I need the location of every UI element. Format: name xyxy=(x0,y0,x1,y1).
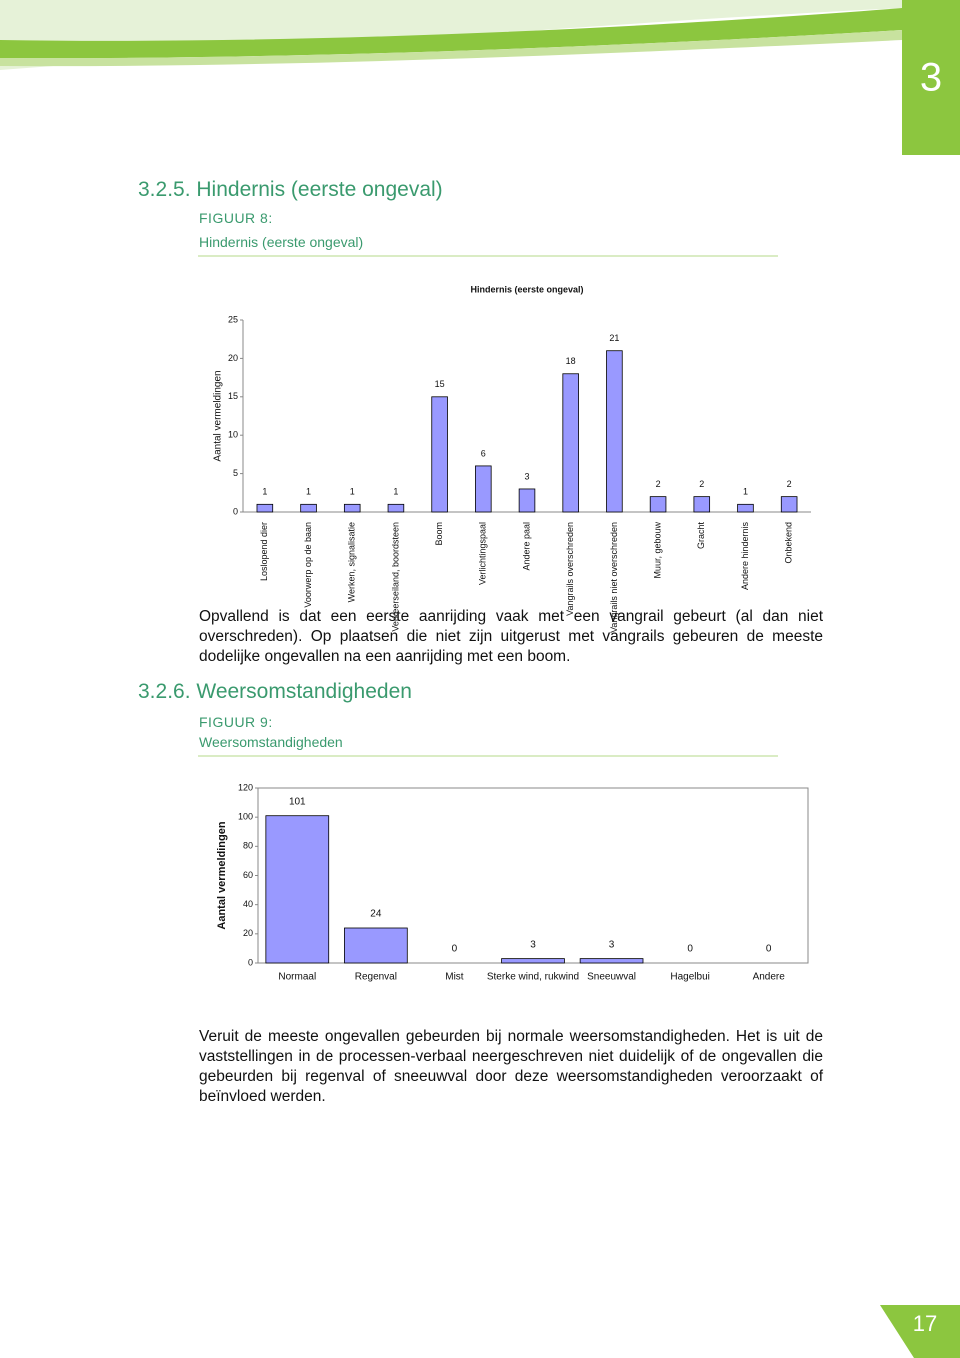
data-label: 0 xyxy=(452,944,458,955)
data-label: 1 xyxy=(393,487,398,497)
data-label: 2 xyxy=(699,479,704,489)
section-heading: 3.2.6. Weersomstandigheden xyxy=(138,680,412,703)
y-tick-label: 120 xyxy=(238,782,253,792)
x-tick-label: Werken, signalisatie xyxy=(347,522,357,602)
data-label: 1 xyxy=(350,487,355,497)
data-label: 2 xyxy=(787,479,792,489)
x-tick-label: Vangrails niet overschreden xyxy=(609,522,619,633)
x-tick-label: Loslopend dier xyxy=(259,522,269,581)
y-tick-label: 15 xyxy=(228,391,238,401)
bar xyxy=(579,958,644,964)
x-tick-label: Andere xyxy=(753,972,786,983)
bar xyxy=(256,503,274,513)
page-number: 17 xyxy=(913,1311,937,1336)
data-label: 101 xyxy=(289,796,306,807)
data-label: 15 xyxy=(435,379,445,389)
plot-frame xyxy=(257,787,809,964)
data-label: 3 xyxy=(609,939,615,950)
figure-label: FIGUUR 9: xyxy=(199,714,273,730)
section-heading: 3.2.5. Hindernis (eerste ongeval) xyxy=(138,178,443,201)
x-tick-label: Onbekend xyxy=(784,522,794,564)
x-tick-label: Boom xyxy=(434,522,444,546)
figure-title: Hindernis (eerste ongeval) xyxy=(199,234,364,250)
data-label: 0 xyxy=(687,944,693,955)
x-tick-label: Verlichtingspaal xyxy=(478,522,488,585)
paragraph: Veruit de meeste ongevallen gebeurden bi… xyxy=(199,1028,823,1105)
page-box xyxy=(880,1305,960,1358)
data-label: 3 xyxy=(524,471,529,481)
figure-title: Weersomstandigheden xyxy=(199,734,343,750)
header-wave xyxy=(0,30,902,67)
chapter-number: 3 xyxy=(920,56,942,100)
bar xyxy=(649,496,667,513)
chart-title: Hindernis (eerste ongeval) xyxy=(470,284,583,294)
data-label: 1 xyxy=(306,487,311,497)
x-tick-label: Vangrails overschreden xyxy=(565,522,575,616)
bar xyxy=(431,396,448,513)
y-tick-label: 10 xyxy=(228,430,238,440)
bar xyxy=(606,350,623,513)
paragraph: Opvallend is dat een eerste aanrijding v… xyxy=(199,608,823,665)
data-label: 18 xyxy=(566,356,576,366)
y-axis-label: Aantal vermeldingen xyxy=(216,821,228,929)
data-label: 1 xyxy=(743,487,748,497)
chapter-box xyxy=(902,0,960,155)
figure-label: FIGUUR 8: xyxy=(199,210,273,226)
bar xyxy=(387,503,405,513)
data-label: 3 xyxy=(530,939,536,950)
y-tick-label: 0 xyxy=(248,957,253,967)
x-tick-label: Sterke wind, rukwind xyxy=(487,972,579,983)
data-label: 2 xyxy=(656,479,661,489)
header-wave xyxy=(0,8,902,59)
data-label: 0 xyxy=(766,944,772,955)
x-tick-label: Mist xyxy=(445,972,464,983)
x-tick-label: Muur, gebouw xyxy=(652,522,662,579)
y-tick-label: 5 xyxy=(233,468,238,478)
x-tick-label: Voorwerp op de baan xyxy=(303,522,313,608)
bar xyxy=(475,465,492,513)
bar xyxy=(300,503,317,513)
y-tick-label: 20 xyxy=(228,353,238,363)
bar xyxy=(343,503,361,513)
x-tick-label: Sneeuwval xyxy=(587,972,636,983)
x-tick-label: Regenval xyxy=(355,972,397,983)
data-label: 1 xyxy=(262,487,267,497)
data-label: 21 xyxy=(609,333,619,343)
data-label: 24 xyxy=(370,909,382,920)
bar xyxy=(693,496,711,513)
y-tick-label: 20 xyxy=(243,928,253,938)
y-tick-label: 40 xyxy=(243,899,253,909)
y-tick-label: 0 xyxy=(233,506,238,516)
x-tick-label: Hagelbui xyxy=(670,972,709,983)
x-tick-label: Normaal xyxy=(278,972,316,983)
bar xyxy=(780,496,798,513)
x-tick-label: Verkeerseiland, boordsteen xyxy=(390,522,400,632)
y-axis-label: Aantal vermeldingen xyxy=(213,370,224,461)
data-label: 6 xyxy=(481,448,486,458)
x-tick-label: Andere hindernis xyxy=(740,522,750,591)
bar xyxy=(501,958,565,964)
y-tick-label: 100 xyxy=(238,812,253,822)
bar xyxy=(737,503,754,513)
x-tick-label: Andere paal xyxy=(521,522,531,571)
bar xyxy=(562,373,579,513)
y-tick-label: 25 xyxy=(228,314,238,324)
bar xyxy=(518,488,536,513)
y-tick-label: 80 xyxy=(243,841,253,851)
bar xyxy=(265,815,330,964)
x-tick-label: Gracht xyxy=(696,522,706,550)
y-tick-label: 60 xyxy=(243,870,253,880)
bar xyxy=(344,927,408,964)
